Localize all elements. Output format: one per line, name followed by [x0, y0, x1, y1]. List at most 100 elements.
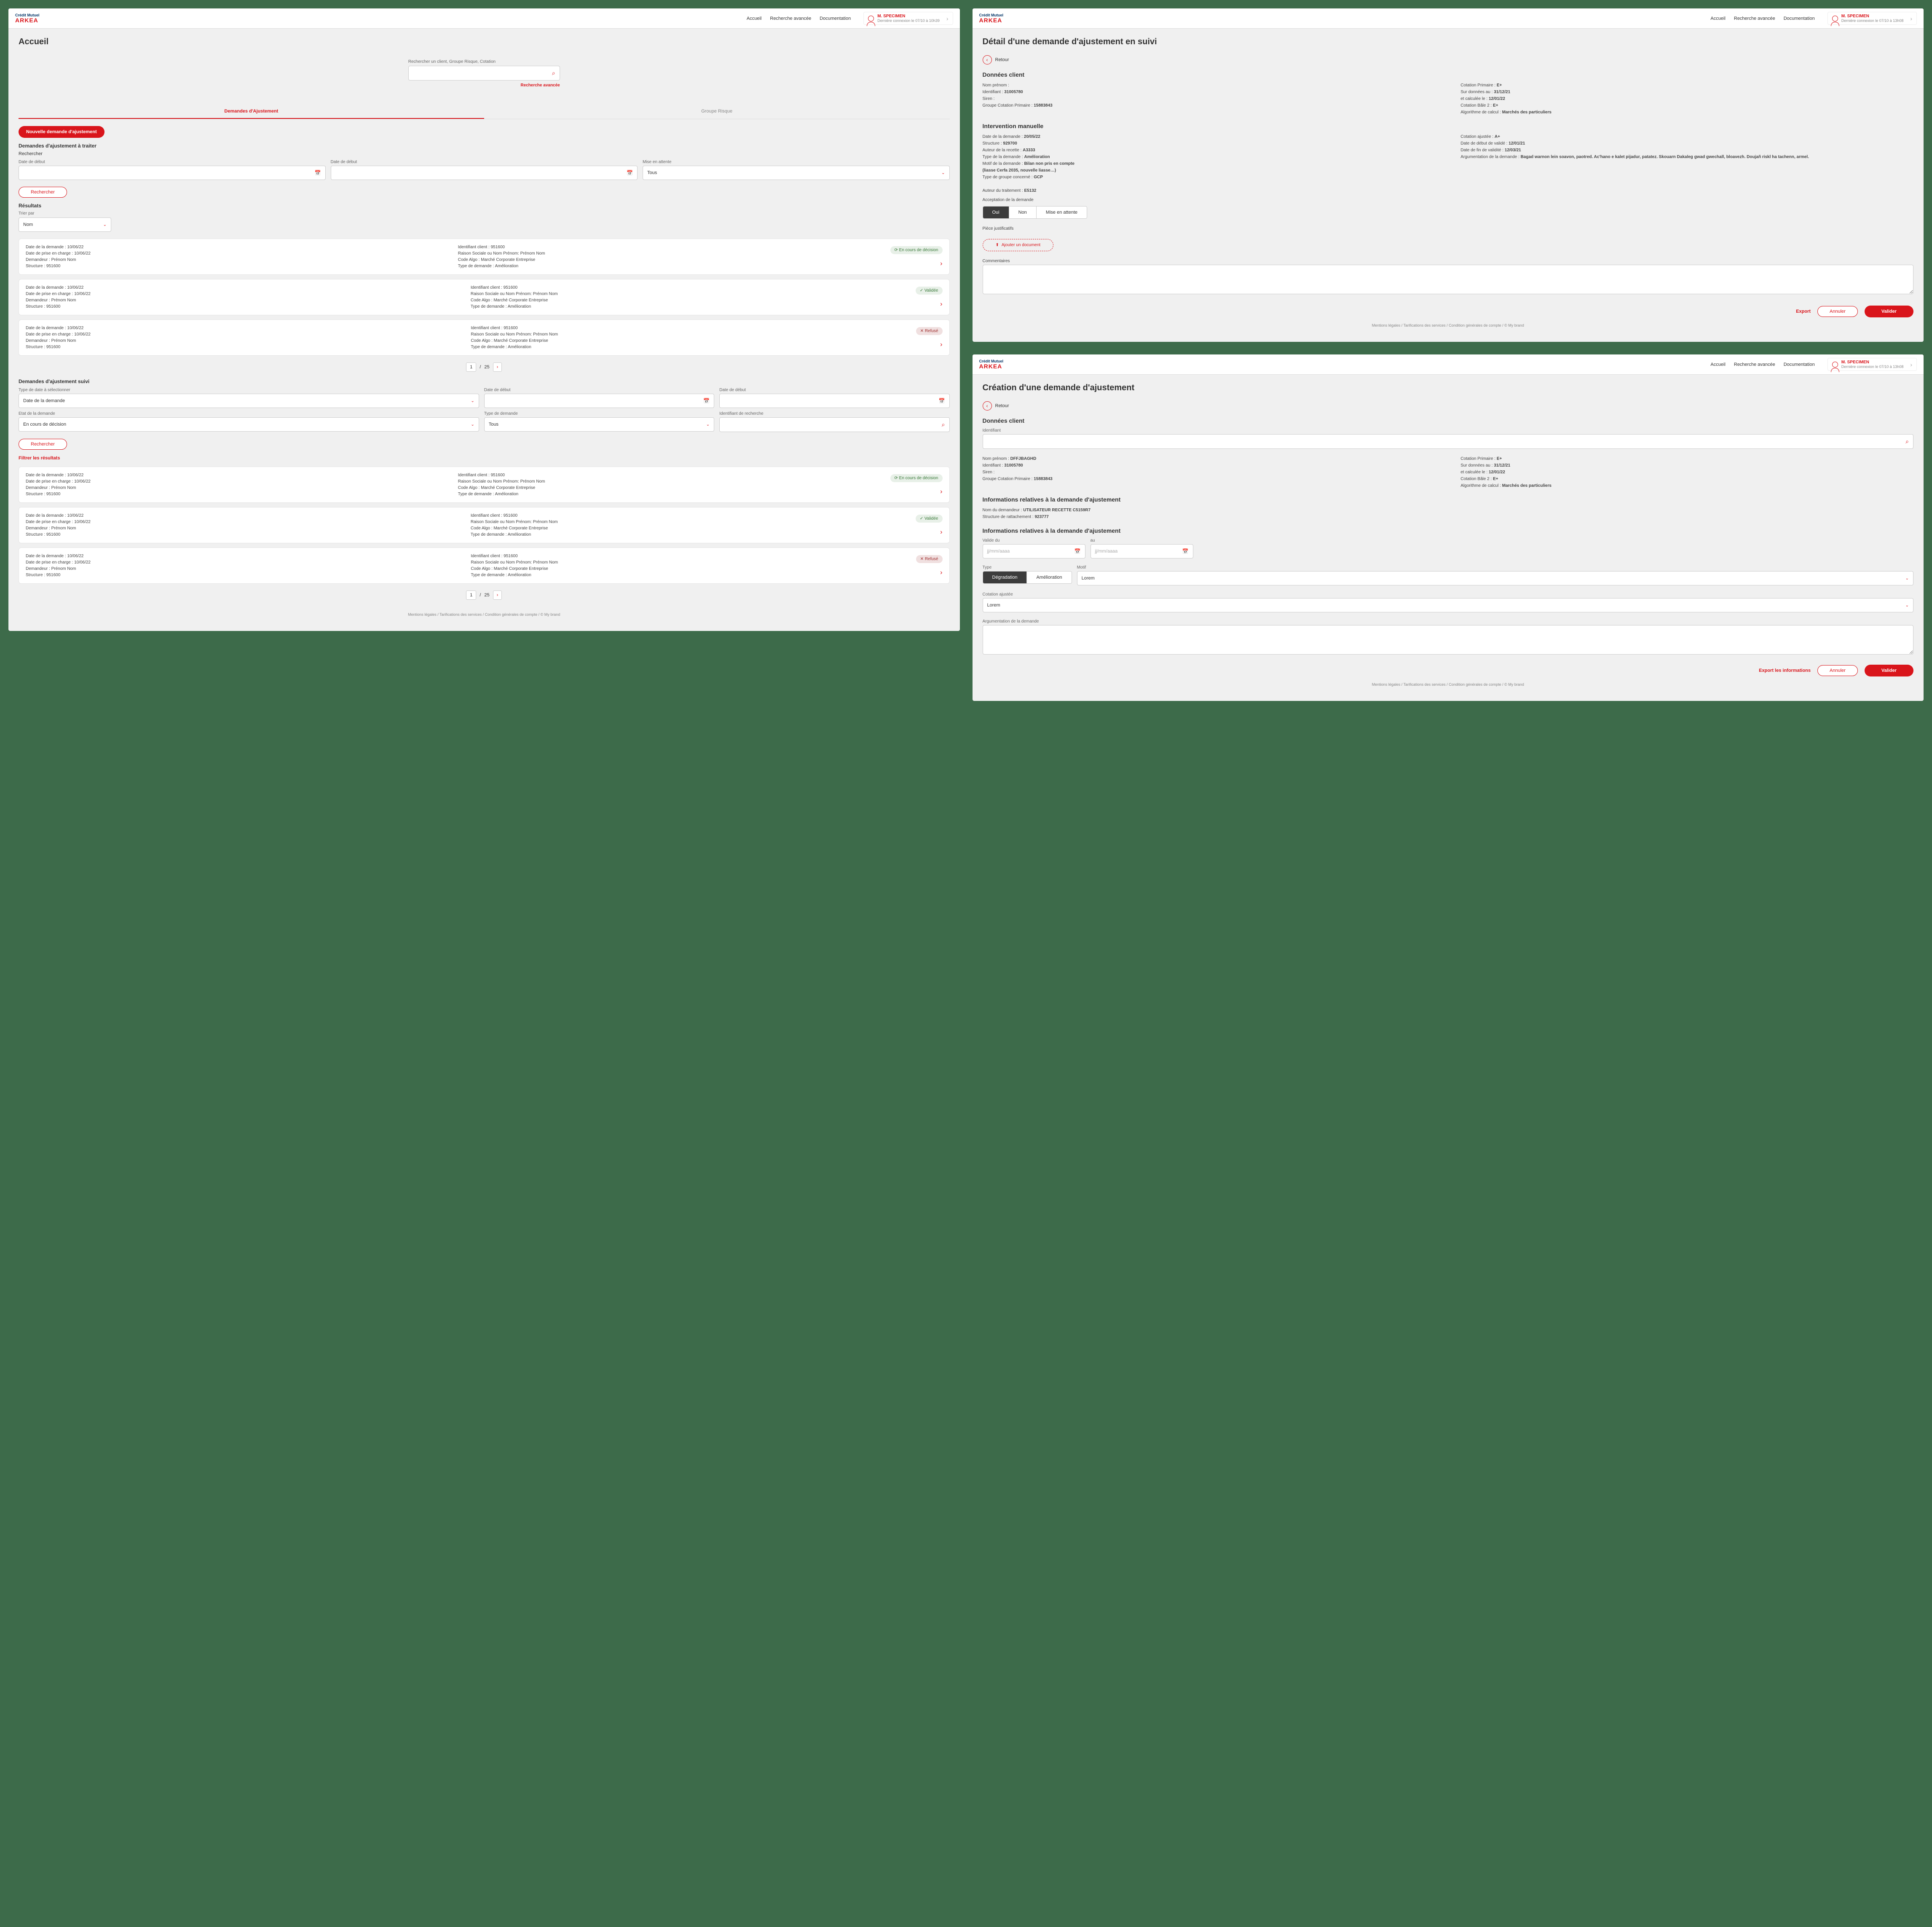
brand-logo: Crédit Mutuel ARKEA — [15, 13, 40, 23]
request-card[interactable]: Date de la demande : 10/06/22 Date de pr… — [19, 467, 950, 503]
attente-select[interactable]: Tous⌄ — [643, 166, 950, 180]
validate-button[interactable]: Valider — [1865, 306, 1913, 317]
export-info-link[interactable]: Export les informations — [1759, 668, 1811, 673]
nav-doc[interactable]: Documentation — [820, 16, 851, 21]
nav-home[interactable]: Accueil — [1710, 16, 1725, 21]
screen-creation: Crédit Mutuel ARKEA Accueil Recherche av… — [973, 354, 1924, 701]
request-card[interactable]: Date de la demande : 10/06/22 Date de pr… — [19, 548, 950, 584]
date-debut-input-3[interactable]: 📅 — [484, 394, 714, 408]
nav-home[interactable]: Accueil — [1710, 362, 1725, 367]
adv-search-link[interactable]: Recherche avancée — [408, 83, 560, 88]
search-icon: ⌕ — [1905, 438, 1909, 445]
request-card[interactable]: Date de la demande : 10/06/22 Date de pr… — [19, 319, 950, 356]
status-badge: ✓ Validée — [916, 515, 943, 523]
chevron-right-icon: › — [940, 529, 942, 536]
type-dem-select[interactable]: Tous⌄ — [484, 417, 714, 432]
tab-groupe-risque[interactable]: Groupe Risque — [484, 105, 950, 119]
id-search-input[interactable]: ⌕ — [983, 434, 1914, 449]
search-input[interactable]: ⌕ — [408, 66, 560, 81]
back-button[interactable]: ‹ — [983, 55, 992, 64]
date-debut-input-4[interactable]: 📅 — [719, 394, 949, 408]
status-badge: ✕ Refusé — [916, 327, 943, 335]
page-current-2: 1 — [466, 590, 476, 600]
search-label: Rechercher un client, Groupe Risque, Cot… — [408, 59, 560, 64]
nav-adv[interactable]: Recherche avancée — [1734, 16, 1775, 21]
calendar-icon: 📅 — [703, 398, 710, 404]
id-rech-label: Identifiant de recherche — [719, 411, 949, 416]
user-icon — [1832, 16, 1838, 21]
calendar-icon: 📅 — [315, 170, 321, 176]
search-field[interactable] — [413, 70, 552, 76]
search-button[interactable]: Rechercher — [19, 187, 67, 198]
filter-link[interactable]: Filtrer les résultats — [19, 456, 950, 461]
page-title: Détail d'une demande d'ajustement en sui… — [983, 37, 1914, 47]
validate-button[interactable]: Valider — [1865, 665, 1913, 676]
date-debut-input-2[interactable]: 📅 — [331, 166, 638, 180]
page-total-2: 25 — [484, 593, 489, 598]
request-card[interactable]: Date de la demande : 10/06/22 Date de pr… — [19, 239, 950, 275]
cancel-button[interactable]: Annuler — [1817, 306, 1858, 317]
cancel-button[interactable]: Annuler — [1817, 665, 1858, 676]
arg-textarea[interactable] — [983, 625, 1914, 655]
date-debut-input-1[interactable]: 📅 — [19, 166, 326, 180]
nav-doc[interactable]: Documentation — [1784, 16, 1815, 21]
chevron-right-icon: › — [940, 569, 942, 577]
footer: Mentions légales / Tarifications des ser… — [983, 317, 1914, 333]
search-button-2[interactable]: Rechercher — [19, 439, 67, 450]
attente-label: Mise en attente — [643, 160, 950, 164]
back-button[interactable]: ‹ — [983, 401, 992, 411]
chevron-down-icon: ⌄ — [941, 171, 945, 175]
calendar-icon: 📅 — [627, 170, 633, 176]
au-input[interactable]: jj/mm/aaaa📅 — [1091, 544, 1193, 558]
nav-adv[interactable]: Recherche avancée — [1734, 362, 1775, 367]
request-card[interactable]: Date de la demande : 10/06/22 Date de pr… — [19, 279, 950, 315]
seg-oui[interactable]: Oui — [983, 207, 1009, 218]
seg-degradation[interactable]: Dégradation — [983, 572, 1027, 583]
nav-adv[interactable]: Recherche avancée — [770, 16, 811, 21]
new-request-button[interactable]: Nouvelle demande d'ajustement — [19, 126, 105, 138]
page-title: Accueil — [19, 37, 950, 47]
date-debut-label-1: Date de début — [19, 160, 326, 164]
screen-detail: Crédit Mutuel ARKEA Accueil Recherche av… — [973, 8, 1924, 342]
chevron-down-icon: ⌄ — [706, 422, 710, 427]
page-next-button[interactable]: › — [493, 362, 502, 372]
chevron-right-icon: › — [946, 15, 949, 22]
type-date-select[interactable]: Date de la demande⌄ — [19, 394, 479, 408]
request-card[interactable]: Date de la demande : 10/06/22 Date de pr… — [19, 507, 950, 543]
status-badge: ⟳ En cours de décision — [890, 474, 943, 482]
export-link[interactable]: Export — [1796, 309, 1811, 314]
results-heading: Résultats — [19, 203, 950, 209]
seg-attente[interactable]: Mise en attente — [1037, 207, 1087, 218]
page-next-button-2[interactable]: › — [493, 590, 502, 600]
brand-logo: Crédit Mutuel ARKEA — [979, 360, 1004, 369]
seg-amelioration[interactable]: Amélioration — [1027, 572, 1071, 583]
status-badge: ⟳ En cours de décision — [890, 246, 943, 254]
comments-textarea[interactable] — [983, 265, 1914, 294]
interv-heading: Intervention manuelle — [983, 123, 1914, 129]
search-icon: ⌕ — [942, 421, 945, 428]
tab-ajustement[interactable]: Demandes d'Ajustement — [19, 105, 484, 119]
etat-select[interactable]: En cours de décision⌄ — [19, 417, 479, 432]
cotaj-select[interactable]: Lorem⌄ — [983, 598, 1914, 612]
calendar-icon: 📅 — [939, 398, 945, 404]
seg-non[interactable]: Non — [1009, 207, 1037, 218]
valide-du-label: Valide du — [983, 538, 1085, 543]
topbar: Crédit Mutuel ARKEA Accueil Recherche av… — [973, 354, 1924, 375]
valide-du-input[interactable]: jj/mm/aaaa📅 — [983, 544, 1085, 558]
chevron-right-icon: › — [940, 488, 942, 496]
sort-select[interactable]: Nom⌄ — [19, 217, 111, 232]
nav-home[interactable]: Accueil — [747, 16, 761, 21]
id-rech-input[interactable]: ⌕ — [719, 417, 949, 432]
topbar: Crédit Mutuel ARKEA Accueil Recherche av… — [973, 8, 1924, 29]
info1-heading: Informations relatives à la demande d'aj… — [983, 496, 1914, 503]
nav-doc[interactable]: Documentation — [1784, 362, 1815, 367]
date-debut-label-4: Date de début — [719, 388, 949, 392]
motif-select[interactable]: Lorem⌄ — [1077, 571, 1913, 585]
chevron-right-icon: › — [940, 301, 942, 308]
type-segment: Dégradation Amélioration — [983, 571, 1072, 584]
user-box[interactable]: M. SPECIMEN Dernière connexion le 07/10 … — [863, 12, 953, 25]
user-box[interactable]: M. SPECIMEN Dernière connexion le 07/10 … — [1827, 12, 1917, 25]
user-box[interactable]: M. SPECIMEN Dernière connexion le 07/10 … — [1827, 358, 1917, 371]
page-current: 1 — [466, 362, 476, 372]
add-document-button[interactable]: ⬆Ajouter un document — [983, 239, 1054, 251]
